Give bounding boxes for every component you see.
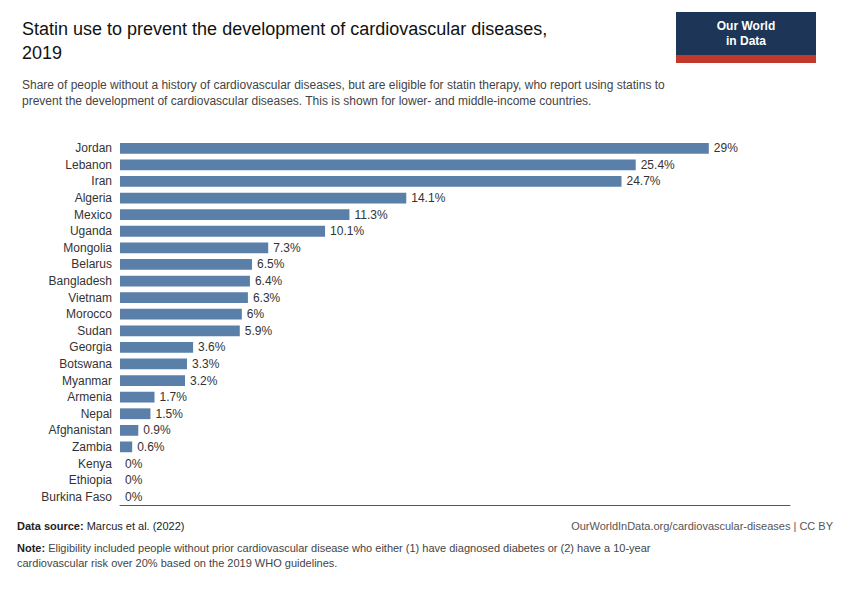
svg-text:0.6%: 0.6% [137,440,165,454]
svg-text:Share of people without a hist: Share of people without a history of car… [22,78,665,92]
svg-text:cardiovascular risk over 20% b: cardiovascular risk over 20% based on th… [17,557,337,569]
svg-text:25.4%: 25.4% [641,158,675,172]
svg-text:Marcus et al. (2022): Marcus et al. (2022) [84,520,185,532]
svg-text:Statin use to prevent the deve: Statin use to prevent the development of… [22,19,547,39]
svg-text:Our World: Our World [717,19,775,33]
svg-text:Algeria: Algeria [75,191,113,205]
svg-text:0.9%: 0.9% [143,423,171,437]
svg-text:2019: 2019 [22,43,62,63]
svg-text:6.4%: 6.4% [255,274,283,288]
svg-text:Eligibility included people wi: Eligibility included people without prio… [45,542,651,554]
svg-text:Note:: Note: [17,542,45,554]
svg-text:Jordan: Jordan [75,141,112,155]
svg-text:10.1%: 10.1% [330,224,364,238]
svg-text:Botswana: Botswana [59,357,112,371]
svg-text:6.3%: 6.3% [253,291,281,305]
svg-text:Zambia: Zambia [72,440,112,454]
svg-text:1.5%: 1.5% [155,407,183,421]
svg-text:14.1%: 14.1% [411,191,445,205]
svg-text:29%: 29% [714,141,738,155]
svg-text:Bangladesh: Bangladesh [49,274,112,288]
svg-text:Burkina Faso: Burkina Faso [41,490,112,504]
svg-text:Data source:: Data source: [17,520,84,532]
svg-text:5.9%: 5.9% [245,324,273,338]
svg-text:Armenia: Armenia [67,390,112,404]
svg-text:6%: 6% [247,307,265,321]
svg-text:Mexico: Mexico [74,208,112,222]
svg-text:11.3%: 11.3% [354,208,387,222]
svg-text:3.6%: 3.6% [198,340,226,354]
svg-text:Uganda: Uganda [70,224,112,238]
svg-text:Mongolia: Mongolia [63,241,112,255]
svg-text:Iran: Iran [91,174,112,188]
svg-text:0%: 0% [125,473,143,487]
svg-text:Lebanon: Lebanon [65,158,112,172]
svg-text:0%: 0% [125,490,143,504]
svg-text:6.5%: 6.5% [257,257,285,271]
svg-text:OurWorldInData.org/cardiovascu: OurWorldInData.org/cardiovascular-diseas… [571,520,834,532]
svg-text:Morocco: Morocco [66,307,112,321]
svg-text:24.7%: 24.7% [626,174,660,188]
svg-text:Belarus: Belarus [71,257,112,271]
svg-text:in Data: in Data [726,34,766,48]
svg-text:prevent the development of car: prevent the development of cardiovascula… [22,94,591,108]
svg-text:Vietnam: Vietnam [68,291,112,305]
svg-text:7.3%: 7.3% [273,241,301,255]
svg-text:Kenya: Kenya [78,457,112,471]
svg-text:3.2%: 3.2% [190,374,218,388]
svg-text:Sudan: Sudan [77,324,112,338]
svg-text:Myanmar: Myanmar [62,374,112,388]
svg-text:Georgia: Georgia [69,340,112,354]
svg-text:3.3%: 3.3% [192,357,220,371]
svg-text:Nepal: Nepal [81,407,112,421]
svg-text:0%: 0% [125,457,143,471]
svg-text:1.7%: 1.7% [160,390,188,404]
svg-text:Afghanistan: Afghanistan [49,423,112,437]
svg-text:Ethiopia: Ethiopia [69,473,113,487]
